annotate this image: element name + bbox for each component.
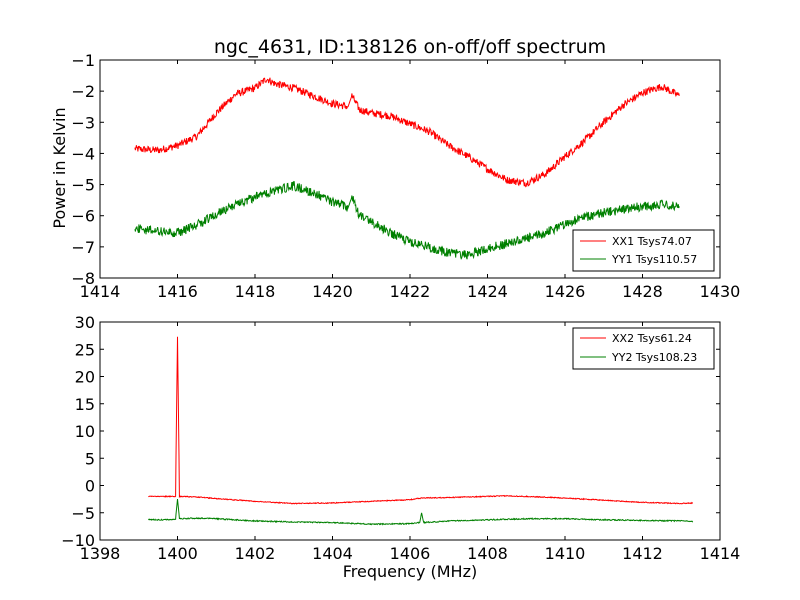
bottom-x-tick-label: 1408 <box>467 544 508 563</box>
top-x-tick-label: 1426 <box>545 282 586 301</box>
top-y-tick-label: −5 <box>71 176 95 195</box>
bottom-x-axis-label: Frequency (MHz) <box>343 562 477 581</box>
bottom-series-layer <box>148 336 694 526</box>
bottom-y-tick-label: 15 <box>75 395 95 414</box>
top-legend: XX1 Tsys74.07 YY1 Tsys110.57 <box>572 229 715 272</box>
top-y-tick-label: −8 <box>71 269 95 288</box>
bottom-x-tick-label: 1402 <box>235 544 276 563</box>
top-x-tick-label: 1428 <box>622 282 663 301</box>
top-x-tick-label: 1424 <box>467 282 508 301</box>
top-x-tick-label: 1418 <box>235 282 276 301</box>
top-y-tick-label: −3 <box>71 113 95 132</box>
top-legend-label-xx1: XX1 Tsys74.07 <box>612 235 692 248</box>
bottom-plot-area: 1398 1400 1402 1404 1406 1408 1410 1412 1414 −10 −… <box>61 313 740 563</box>
top-y-tick-label: −4 <box>71 144 95 163</box>
bottom-y-tick-label: 0 <box>85 477 95 496</box>
bottom-series-line-0 <box>148 336 694 505</box>
top-series-layer <box>134 77 680 260</box>
bottom-y-tick-label: −5 <box>71 504 95 523</box>
bottom-y-tick-label: 20 <box>75 368 95 387</box>
bottom-y-tick-label: 5 <box>85 449 95 468</box>
bottom-tick-layer: 1398 1400 1402 1404 1406 1408 1410 1412 1414 −10 −… <box>61 313 740 563</box>
bottom-y-tick-label: 30 <box>75 313 95 332</box>
bottom-series-line-1 <box>148 499 694 526</box>
top-plot-area: 1414 1416 1418 1420 1422 1424 1426 1428 1430 −8 −7… <box>71 51 740 301</box>
bottom-x-tick-label: 1412 <box>622 544 663 563</box>
bottom-y-tick-label: −10 <box>61 531 95 550</box>
top-series-line-0 <box>134 77 680 188</box>
bottom-x-tick-label: 1404 <box>312 544 353 563</box>
top-y-tick-label: −7 <box>71 238 95 257</box>
top-x-tick-label: 1414 <box>80 282 121 301</box>
top-x-tick-label: 1422 <box>390 282 431 301</box>
bottom-x-tick-label: 1410 <box>545 544 586 563</box>
bottom-y-tick-label: 25 <box>75 340 95 359</box>
bottom-x-tick-label: 1414 <box>700 544 741 563</box>
top-y-tick-label: −6 <box>71 207 95 226</box>
top-legend-box <box>572 229 715 272</box>
bottom-x-tick-label: 1406 <box>390 544 431 563</box>
top-x-tick-label: 1420 <box>312 282 353 301</box>
bottom-legend-label-yy2: YY2 Tsys108.23 <box>611 351 697 364</box>
bottom-x-tick-label: 1398 <box>80 544 121 563</box>
top-tick-layer: 1414 1416 1418 1420 1422 1424 1426 1428 1430 −8 −7… <box>71 51 740 301</box>
top-chart-title: ngc_4631, ID:138126 on-off/off spectrum <box>214 36 606 58</box>
top-y-axis-label: Power in Kelvin <box>50 107 69 228</box>
top-x-tick-label: 1430 <box>700 282 741 301</box>
bottom-x-tick-label: 1400 <box>157 544 198 563</box>
bottom-legend: XX2 Tsys61.24 YY2 Tsys108.23 <box>572 327 715 370</box>
top-legend-label-yy1: YY1 Tsys110.57 <box>611 253 697 266</box>
top-y-tick-label: −2 <box>71 82 95 101</box>
bottom-legend-box <box>572 327 715 370</box>
bottom-legend-label-xx2: XX2 Tsys61.24 <box>612 332 692 345</box>
top-x-tick-label: 1416 <box>157 282 198 301</box>
bottom-y-tick-label: 10 <box>75 422 95 441</box>
top-series-line-1 <box>134 180 680 260</box>
top-y-tick-label: −1 <box>71 51 95 70</box>
